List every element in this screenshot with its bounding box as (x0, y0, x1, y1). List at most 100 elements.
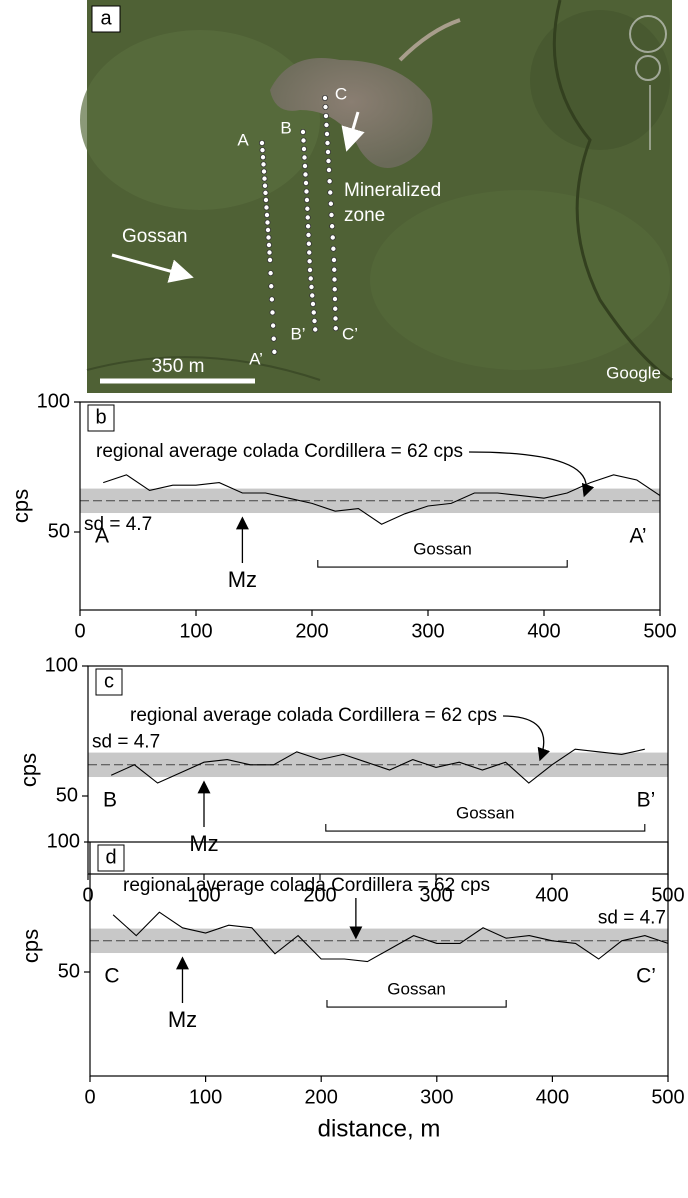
sample-point (331, 276, 338, 283)
sample-point (310, 309, 317, 316)
sample-point (265, 241, 272, 248)
sample-point (304, 205, 311, 212)
sample-point (332, 325, 339, 332)
satellite-panel: a A B C A’ B’ C’ Mineralized zone Gossan 350 m Goog… (80, 0, 673, 393)
x-tick-label: 200 (303, 884, 336, 906)
sample-point (269, 309, 276, 316)
x-tick-label: 400 (535, 884, 568, 906)
sample-point (332, 305, 339, 312)
data-line (112, 911, 669, 963)
sample-point (299, 128, 306, 135)
map-label: B (280, 118, 291, 137)
sample-point (330, 256, 337, 263)
sample-point (259, 147, 266, 154)
sample-point (309, 292, 316, 299)
plot-frame (87, 665, 669, 875)
sample-point (270, 322, 277, 329)
sample-point (325, 157, 332, 164)
y-axis-label: cps (16, 753, 41, 787)
gossan-bracket (317, 560, 568, 568)
sample-point (323, 122, 330, 129)
profile-end-label: A’ (629, 525, 646, 548)
gossan-bracket (325, 824, 646, 832)
x-tick-label: 0 (84, 1086, 95, 1108)
mean-label: regional average colada Cordillera = 62 … (123, 875, 490, 896)
x-tick-label: 100 (189, 1086, 222, 1108)
plot-frame (89, 841, 669, 1077)
sample-point (268, 283, 275, 290)
y-tick-label: 50 (58, 960, 80, 982)
sd-label: sd = 4.7 (598, 908, 666, 929)
profile-start-label: A (95, 525, 109, 548)
sample-point (302, 171, 309, 178)
sample-point (327, 189, 334, 196)
sample-point (271, 348, 278, 355)
y-axis-label: cps (18, 929, 43, 963)
profile-end-label: B’ (637, 789, 656, 812)
sample-point (329, 234, 336, 241)
sample-point (266, 256, 273, 263)
sample-point (322, 104, 329, 111)
sample-point (265, 234, 272, 241)
map-label: A’ (249, 349, 263, 368)
map-label: Mineralized (344, 180, 441, 201)
plot-frame (79, 401, 661, 611)
sample-point (266, 249, 273, 256)
sample-point (331, 295, 338, 302)
mz-label: Mz (228, 567, 257, 592)
mean-label: regional average colada Cordillera = 62 … (130, 705, 497, 726)
x-tick-label: 400 (527, 620, 560, 642)
data-line (110, 748, 645, 784)
y-axis-label: cps (8, 489, 33, 523)
y-tick-label: 100 (37, 390, 70, 412)
x-tick-label: 300 (411, 620, 444, 642)
map-label: C’ (342, 324, 358, 343)
sample-point (331, 286, 338, 293)
x-tick-label: 100 (187, 884, 220, 906)
sample-point (308, 283, 315, 290)
sample-point (260, 168, 267, 175)
sample-point (326, 178, 333, 185)
sample-point (258, 139, 265, 146)
map-label: a (100, 7, 112, 29)
sample-point (324, 148, 331, 155)
x-tick-label: 300 (420, 1086, 453, 1108)
x-tick-label: 200 (305, 1086, 338, 1108)
sample-point (264, 219, 271, 226)
x-tick-label: 200 (295, 620, 328, 642)
sample-point (332, 315, 339, 322)
sample-point (323, 130, 330, 137)
x-tick-label: 300 (419, 884, 452, 906)
y-tick-label: 50 (48, 520, 70, 542)
sd-label: sd = 4.7 (84, 514, 152, 535)
sample-point (303, 188, 310, 195)
mean-label: regional average colada Cordillera = 62 … (96, 441, 463, 462)
sample-point (305, 223, 312, 230)
panel-label: d (105, 846, 116, 868)
sample-point (262, 189, 269, 196)
sample-point (307, 275, 314, 282)
panel-label-box (97, 844, 125, 872)
sample-point (322, 113, 329, 120)
sample-point (300, 145, 307, 152)
chart-panel: 50 100 0 100 200 300 400 500 cps distance, m dregi… (18, 830, 685, 1142)
x-tick-label: 0 (82, 884, 93, 906)
sample-point (328, 211, 335, 218)
sample-point (301, 154, 308, 161)
mz-label: Mz (168, 1007, 197, 1032)
gossan-label: Gossan (413, 540, 472, 559)
sample-point (303, 196, 310, 203)
sample-point (329, 223, 336, 230)
sample-point (302, 179, 309, 186)
y-tick-label: 50 (56, 784, 78, 806)
sample-point (304, 214, 311, 221)
sample-point (330, 245, 337, 252)
sample-point (309, 300, 316, 307)
sample-point (264, 226, 271, 233)
profile-end-label: C’ (636, 965, 656, 988)
sample-point (324, 139, 331, 146)
sample-point (325, 166, 332, 173)
panel-label-box (87, 404, 115, 432)
y-tick-label: 100 (45, 654, 78, 676)
